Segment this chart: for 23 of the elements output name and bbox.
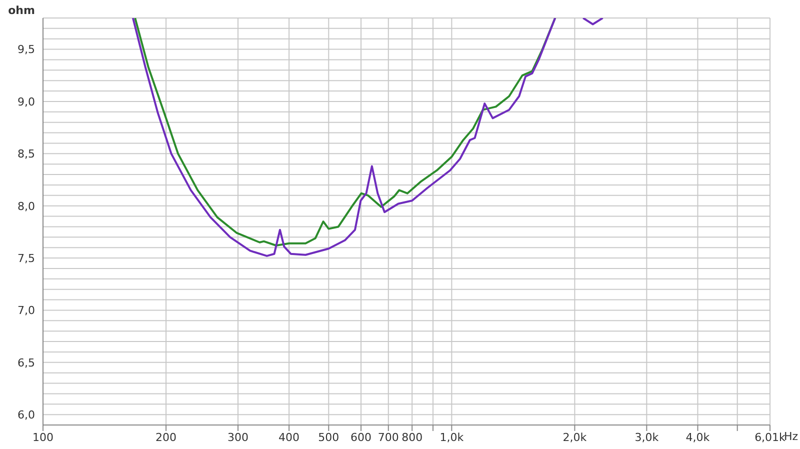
x-tick-label: 3,0k xyxy=(634,430,660,444)
x-tick-label: 4,0k xyxy=(686,430,710,444)
y-tick-label: 8,5 xyxy=(18,148,35,161)
x-tick-label: 600 xyxy=(350,430,372,444)
x-tick-label: 2,0k xyxy=(562,430,588,444)
x-tick-label: 500 xyxy=(318,430,340,444)
x-tick-label: 300 xyxy=(227,430,248,444)
y-tick-label: 6,0 xyxy=(18,408,35,422)
x-tick-label: 6,01k xyxy=(754,430,786,444)
x-tick-label: 400 xyxy=(278,430,300,444)
y-axis-title: ohm xyxy=(8,4,35,17)
x-tick-label: 800 xyxy=(402,430,423,444)
y-tick-label: 6,5 xyxy=(18,356,35,370)
y-tick-label: 8,0 xyxy=(18,200,35,213)
x-tick-label: 700 xyxy=(378,430,399,444)
x-tick-label: 1,0k xyxy=(440,430,464,444)
y-tick-label: 9,5 xyxy=(18,43,35,56)
y-tick-label: 7,5 xyxy=(18,252,35,265)
y-tick-label: 7,0 xyxy=(18,304,35,318)
x-axis-title: Hz xyxy=(784,430,798,443)
x-tick-label: 100 xyxy=(32,430,54,444)
x-tick-label: 200 xyxy=(156,430,177,444)
y-tick-label: 9,0 xyxy=(18,95,35,108)
